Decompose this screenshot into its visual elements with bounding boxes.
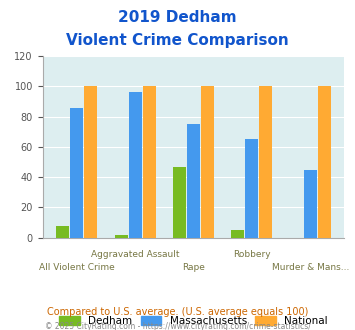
Bar [173,167,186,238]
Bar [84,86,97,238]
Bar [245,139,258,238]
Bar [201,86,214,238]
Text: Violent Crime Comparison: Violent Crime Comparison [66,33,289,48]
Text: Aggravated Assault: Aggravated Assault [91,250,179,259]
Bar [318,86,331,238]
Text: Rape: Rape [182,263,205,272]
Bar [115,235,127,238]
Text: Compared to U.S. average. (U.S. average equals 100): Compared to U.S. average. (U.S. average … [47,307,308,317]
Text: Robbery: Robbery [233,250,271,259]
Text: 2019 Dedham: 2019 Dedham [118,10,237,25]
Bar [231,230,244,238]
Bar [129,92,142,238]
Text: Murder & Mans...: Murder & Mans... [272,263,349,272]
Bar [260,86,272,238]
Legend: Dedham, Massachusetts, National: Dedham, Massachusetts, National [55,312,332,330]
Text: All Violent Crime: All Violent Crime [39,263,115,272]
Bar [56,225,69,238]
Bar [70,108,83,238]
Bar [143,86,155,238]
Bar [304,170,317,238]
Text: © 2025 CityRating.com - https://www.cityrating.com/crime-statistics/: © 2025 CityRating.com - https://www.city… [45,322,310,330]
Bar [187,124,200,238]
